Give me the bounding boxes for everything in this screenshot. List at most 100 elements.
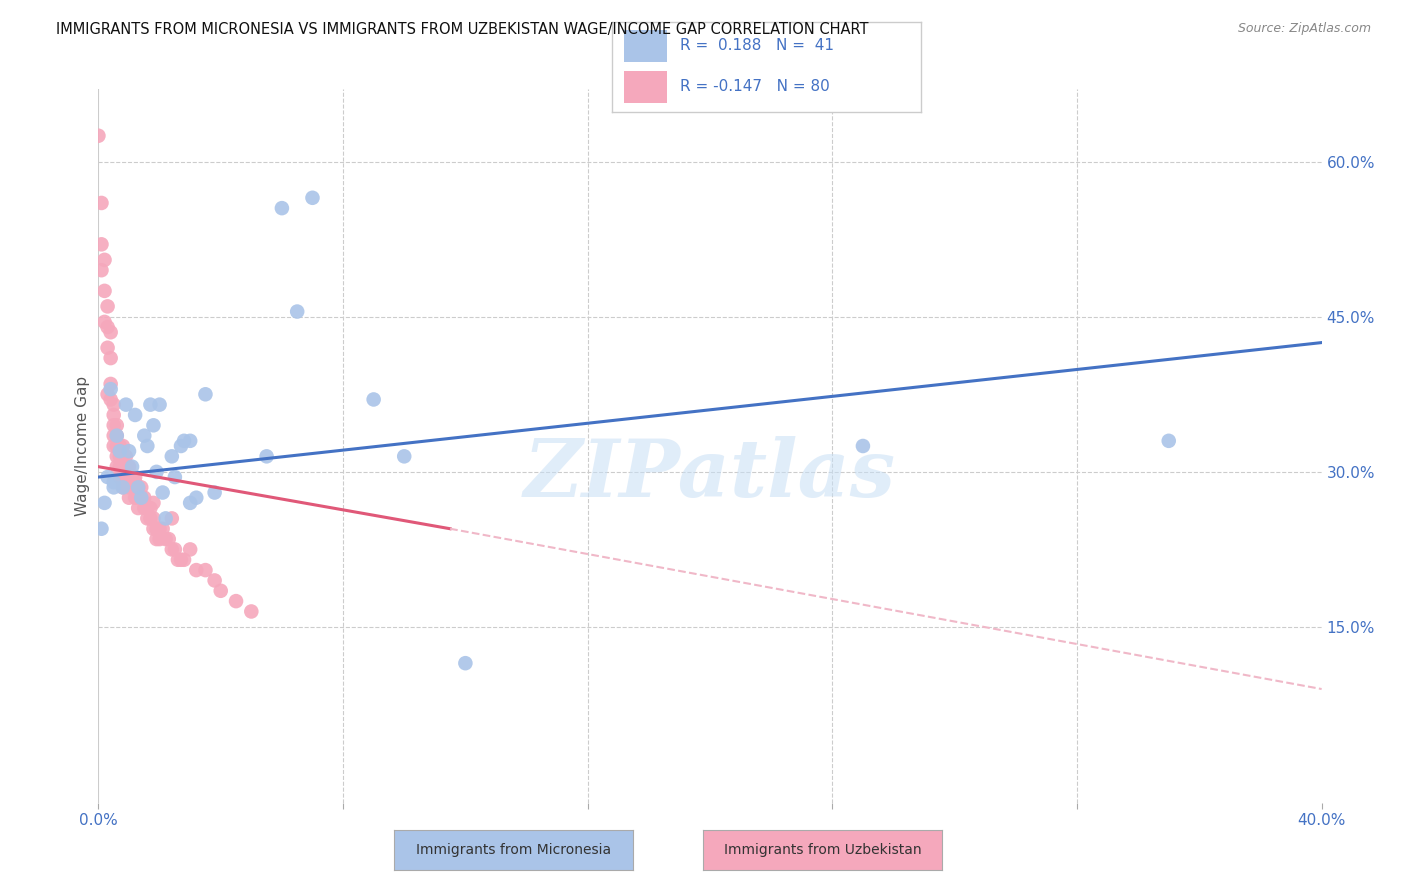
Point [108,459,131,474]
Point [97,320,120,334]
Bar [624,30,668,62]
Y-axis label: Wage/Income Gap: Wage/Income Gap [75,376,90,516]
Point [100,325,122,339]
Point [204,574,226,588]
Point [136,501,159,516]
Point [155,511,177,525]
Point [454,656,477,670]
Point [170,553,193,567]
Point [129,491,152,505]
Point [111,475,134,490]
Point [209,583,232,598]
Point [179,542,201,557]
Point [103,408,125,422]
Point [103,480,125,494]
Point [93,284,115,298]
Point [105,418,128,433]
Point [121,470,143,484]
Point [97,341,120,355]
Point [1157,434,1180,448]
Point [152,485,174,500]
Point [145,522,167,536]
Point [129,480,152,494]
Point [127,480,149,494]
Text: Immigrants from Uzbekistan: Immigrants from Uzbekistan [724,843,921,856]
Point [121,480,143,494]
Point [285,304,308,318]
Point [97,387,120,401]
Point [111,480,134,494]
Point [90,263,112,277]
Point [157,532,180,546]
Point [167,553,190,567]
Point [97,299,120,313]
Point [93,315,115,329]
Point [90,196,112,211]
Point [163,470,186,484]
Point [186,491,208,505]
Point [124,491,146,505]
Point [163,542,186,557]
Point [136,511,159,525]
Point [124,470,146,484]
Point [105,439,128,453]
Point [179,496,201,510]
Point [108,444,131,458]
Point [127,501,149,516]
Point [270,201,292,215]
Point [105,428,128,442]
Point [103,398,125,412]
Point [160,450,183,464]
Point [103,475,125,490]
Point [363,392,385,407]
Point [160,511,183,525]
Point [256,450,278,464]
Point [149,532,172,546]
Point [155,532,177,546]
Point [124,475,146,490]
Point [145,465,167,479]
Point [194,563,217,577]
Point [118,480,141,494]
Text: R = -0.147   N = 80: R = -0.147 N = 80 [679,79,830,94]
Point [136,439,159,453]
Point [105,450,128,464]
Point [100,351,122,365]
Point [115,470,138,484]
Point [90,237,112,252]
Point [170,439,193,453]
Point [105,459,128,474]
Point [301,191,323,205]
Point [139,511,162,525]
Point [142,496,165,510]
Point [139,398,162,412]
Point [179,434,201,448]
Point [134,428,156,442]
Point [103,439,125,453]
Point [118,459,141,474]
Point [87,128,110,143]
Point [111,439,134,453]
Point [97,470,120,484]
Point [115,459,138,474]
Point [127,480,149,494]
Point [118,444,141,458]
Point [149,398,172,412]
Point [108,450,131,464]
Point [108,470,131,484]
Point [129,491,152,505]
Text: Source: ZipAtlas.com: Source: ZipAtlas.com [1237,22,1371,36]
Point [142,511,165,525]
Point [194,387,217,401]
Point [186,563,208,577]
Point [124,480,146,494]
Point [145,532,167,546]
Point [142,418,165,433]
Point [134,501,156,516]
Point [121,459,143,474]
Point [93,496,115,510]
Point [240,605,263,619]
Point [103,418,125,433]
Point [160,542,183,557]
Point [103,428,125,442]
